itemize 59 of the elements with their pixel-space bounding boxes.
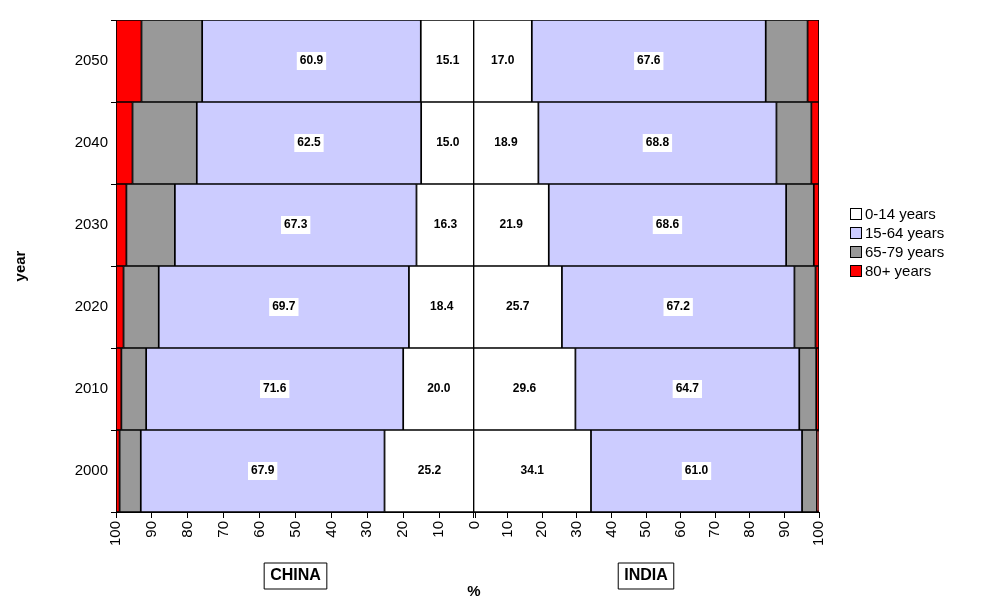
x-tick-label: 30 — [566, 521, 584, 538]
y-tick-label: 2030 — [74, 215, 108, 233]
x-tick-label: 60 — [670, 521, 688, 538]
data-label: 17.0 — [490, 53, 515, 68]
y-tick-label: 2020 — [74, 297, 108, 315]
x-tick-label: 80 — [739, 521, 757, 538]
y-tick-label: 2040 — [74, 133, 108, 151]
data-label: 21.9 — [499, 217, 524, 232]
data-label: 34.1 — [520, 463, 545, 478]
data-label: 18.4 — [430, 299, 454, 314]
x-tick-label: 40 — [601, 521, 619, 538]
data-label: 20.0 — [427, 381, 451, 396]
data-label: 67.2 — [666, 299, 691, 314]
x-tick-label: 50 — [636, 521, 654, 538]
data-label: 18.9 — [494, 135, 518, 150]
data-label: 69.7 — [272, 299, 296, 314]
data-label: 68.6 — [655, 217, 680, 232]
x-tick-label: 30 — [357, 521, 375, 538]
text: CHINA — [270, 566, 322, 584]
x-tick-label: 20 — [532, 521, 550, 538]
data-label: 68.8 — [645, 135, 670, 150]
data-label: 61.0 — [684, 463, 709, 478]
x-tick-label: 70 — [213, 521, 231, 538]
y-axis-title: year — [11, 250, 29, 282]
x-tick-label: 90 — [774, 521, 792, 538]
y-tick-label: 2050 — [74, 51, 108, 69]
x-tick-label: 10 — [497, 521, 515, 538]
x-tick-label: 70 — [705, 521, 723, 538]
x-tick-label: 40 — [321, 521, 339, 538]
y-tick-label: 2000 — [74, 461, 108, 479]
x-tick-label: 50 — [285, 521, 303, 538]
data-label: 60.9 — [299, 53, 324, 68]
text: 15-64 years — [865, 223, 945, 242]
data-label: 71.6 — [263, 381, 287, 396]
data-label: 67.3 — [284, 217, 308, 232]
data-label: 16.3 — [433, 217, 458, 232]
x-tick-label: 20 — [393, 521, 411, 538]
data-label: 15.1 — [435, 53, 460, 68]
x-axis-title: % — [466, 582, 482, 599]
data-label: 29.6 — [512, 381, 537, 396]
data-label: 25.7 — [506, 299, 530, 314]
legend-label: 65-79 years — [865, 242, 945, 261]
data-label: 15.0 — [436, 135, 460, 150]
legend-label: 80+ years — [865, 261, 932, 280]
data-label: 67.6 — [637, 53, 661, 68]
text: INDIA — [624, 566, 669, 584]
x-tick-label: 60 — [249, 521, 267, 538]
data-label: 25.2 — [417, 463, 442, 478]
y-tick-label: 2010 — [74, 379, 108, 397]
x-tick-label: 80 — [177, 521, 195, 538]
legend-label: 0-14 years — [865, 204, 936, 223]
data-label: 62.5 — [297, 135, 321, 150]
x-tick-label: 100 — [809, 521, 827, 547]
x-tick-label: 100 — [106, 521, 124, 547]
x-tick-label: 10 — [429, 521, 447, 538]
data-label: 64.7 — [675, 381, 700, 396]
x-tick-label: 0 — [465, 521, 483, 530]
data-label: 67.9 — [250, 463, 275, 478]
x-tick-label: 90 — [142, 521, 160, 538]
